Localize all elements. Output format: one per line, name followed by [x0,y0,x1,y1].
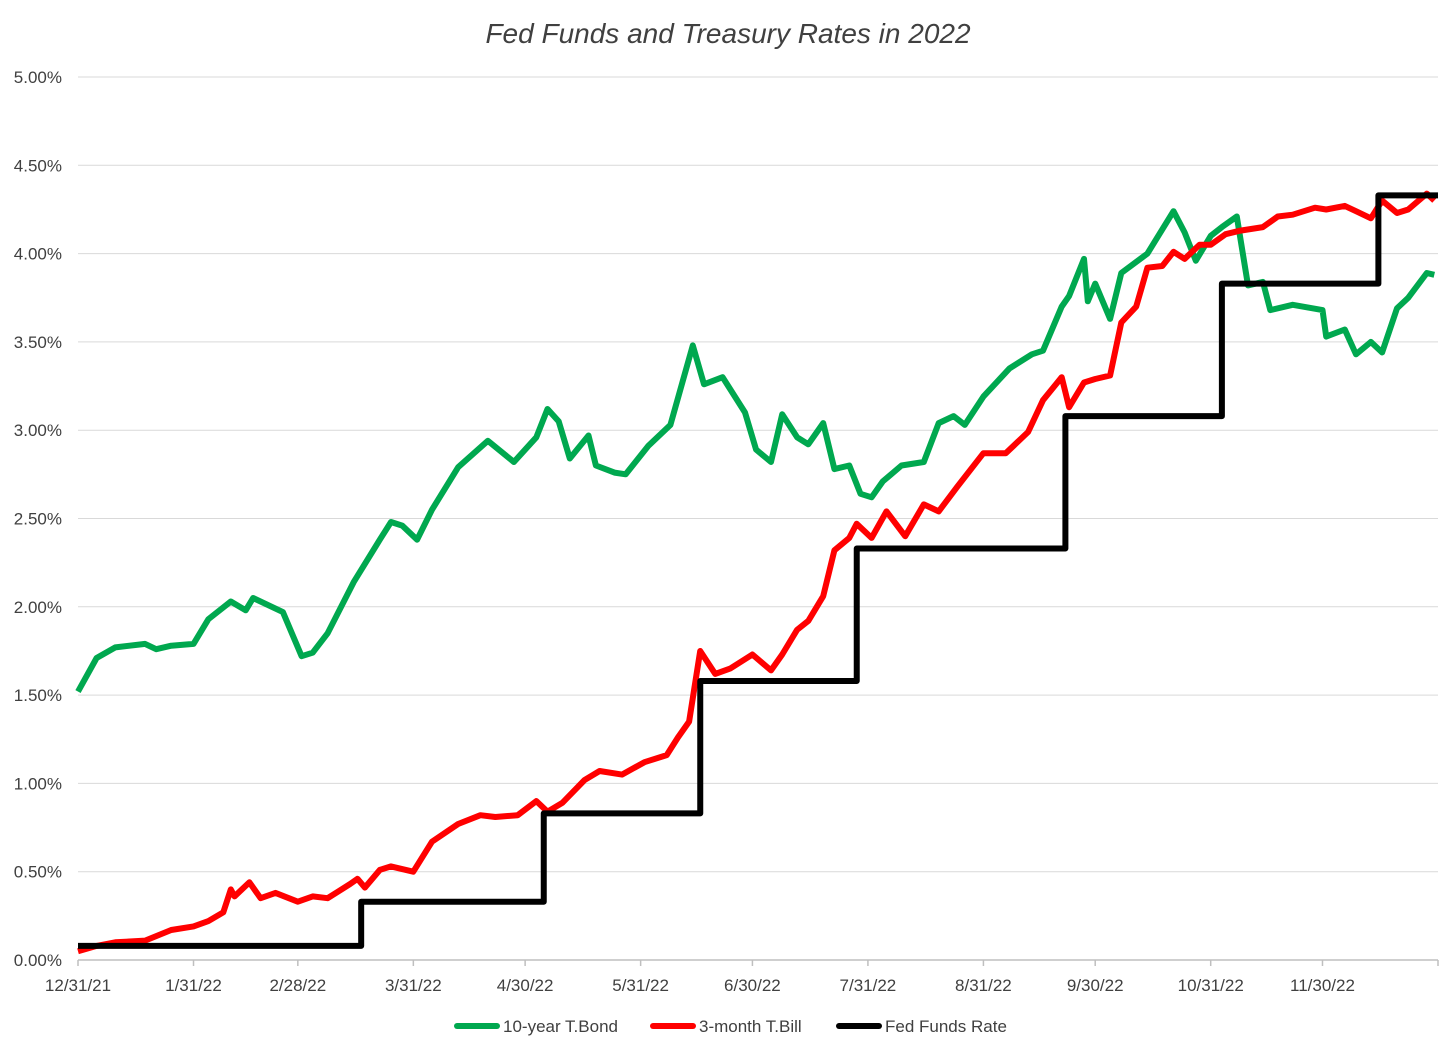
x-tick-label: 1/31/22 [165,976,222,995]
chart-title: Fed Funds and Treasury Rates in 2022 [485,18,971,49]
x-tick-label: 10/31/22 [1178,976,1244,995]
x-tick-label: 5/31/22 [612,976,669,995]
x-tick-label: 6/30/22 [724,976,781,995]
x-tick-label: 2/28/22 [269,976,326,995]
y-tick-label: 0.50% [14,863,62,882]
legend: 10-year T.Bond 3-month T.Bill Fed Funds Ra… [454,1017,1007,1036]
series-lines [75,190,1438,955]
x-tick-label: 8/31/22 [955,976,1012,995]
series-line-fed-funds-rate [78,192,1438,949]
legend-label-3-month-t-bill: 3-month T.Bill [699,1017,802,1036]
series-line-10-year-t-bond [75,208,1436,694]
y-tick-label: 0.00% [14,951,62,970]
x-axis-ticks: 12/31/21 1/31/22 2/28/22 3/31/22 4/30/22 5/31… [45,960,1439,995]
gridlines [78,76,1438,961]
x-tick-label: 4/30/22 [497,976,554,995]
x-tick-label: 11/30/22 [1290,976,1355,995]
y-tick-label: 4.00% [14,245,62,264]
series-line-3-month-t-bill [77,190,1437,955]
y-tick-label: 1.50% [14,686,62,705]
y-tick-label: 1.00% [14,774,62,793]
y-tick-label: 4.50% [14,156,62,175]
x-tick-label: 12/31/21 [45,976,111,995]
x-tick-label: 9/30/22 [1067,976,1124,995]
y-tick-label: 3.00% [14,421,62,440]
y-tick-label: 2.00% [14,598,62,617]
y-tick-label: 3.50% [14,333,62,352]
y-axis-ticks: 0.00% 0.50% 1.00% 1.50% 2.00% 2.50% 3.00% 3.50%… [14,68,62,970]
x-tick-label: 7/31/22 [840,976,897,995]
legend-label-fed-funds-rate: Fed Funds Rate [885,1017,1007,1036]
legend-label-10-year-t-bond: 10-year T.Bond [503,1017,618,1036]
x-tick-label: 3/31/22 [385,976,442,995]
y-tick-label: 2.50% [14,510,62,529]
y-tick-label: 5.00% [14,68,62,87]
